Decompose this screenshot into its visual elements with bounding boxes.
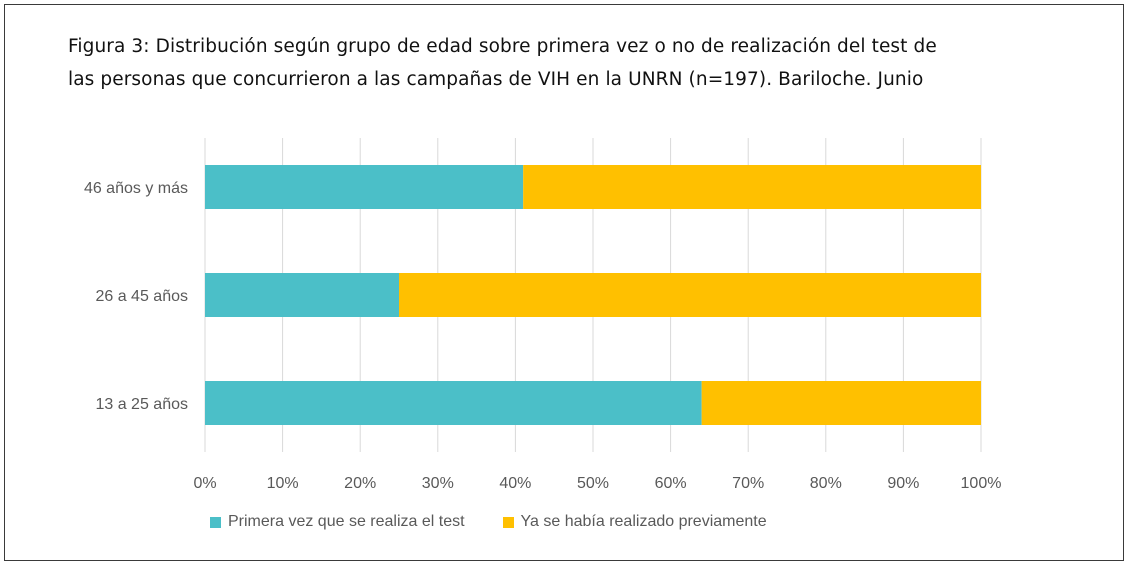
- legend-label-previously: Ya se había realizado previamente: [520, 513, 767, 530]
- category-label-2: 13 a 25 años: [95, 396, 188, 413]
- legend-label-first-time: Primera vez que se realiza el test: [228, 513, 465, 530]
- bar-previously-2: [701, 381, 981, 425]
- x-tick-label-0: 0%: [193, 475, 216, 492]
- chart-title-line-1: Figura 3: Distribución según grupo de ed…: [68, 36, 937, 57]
- bar-previously-1: [399, 273, 981, 317]
- x-tick-label-30: 30%: [422, 475, 454, 492]
- bars: [205, 165, 981, 425]
- bar-first-time-2: [205, 381, 702, 425]
- legend-swatch-first-time: [210, 516, 221, 528]
- legend-item-first-time: Primera vez que se realiza el test: [210, 513, 465, 531]
- category-label-1: 26 a 45 años: [95, 288, 188, 305]
- chart-title: Figura 3: Distribución según grupo de ed…: [68, 30, 1028, 96]
- x-tick-label-100: 100%: [961, 475, 1002, 492]
- x-tick-label-20: 20%: [344, 475, 376, 492]
- legend: Primera vez que se realiza el test Ya se…: [210, 511, 767, 533]
- x-tick-labels: 0% 10% 20% 30% 40% 50% 60% 70% 80% 90% 100%: [193, 475, 1001, 492]
- bar-first-time-1: [205, 273, 399, 317]
- x-tick-label-40: 40%: [499, 475, 531, 492]
- legend-swatch-previously: [502, 516, 514, 528]
- chart-title-line-2: las personas que concurrieron a las camp…: [68, 69, 924, 90]
- x-tick-label-80: 80%: [810, 475, 842, 492]
- bar-first-time-0: [205, 165, 524, 209]
- legend-item-previously: Ya se había realizado previamente: [502, 513, 767, 531]
- x-tick-label-10: 10%: [267, 475, 299, 492]
- x-tick-label-50: 50%: [577, 475, 609, 492]
- x-tick-label-60: 60%: [655, 475, 687, 492]
- category-label-0: 46 años y más: [84, 180, 188, 197]
- bar-previously-0: [523, 165, 981, 209]
- x-tick-label-70: 70%: [732, 475, 764, 492]
- x-tick-label-90: 90%: [887, 475, 919, 492]
- category-labels: 46 años y más 26 a 45 años 13 a 25 años: [84, 180, 188, 413]
